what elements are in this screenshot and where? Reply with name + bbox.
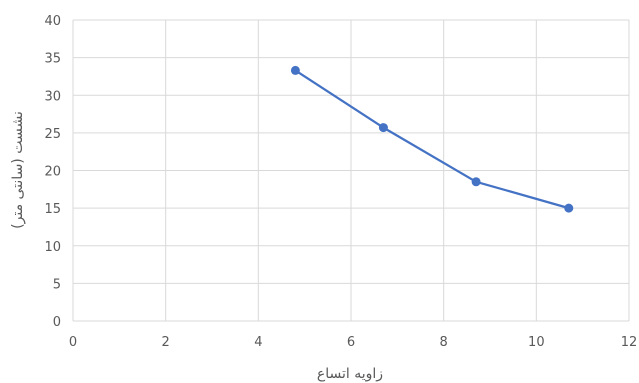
y-axis-ticks: 0 5 10 15 20 25 30 35 40 xyxy=(44,14,61,330)
data-point xyxy=(290,65,300,75)
y-tick-label: 40 xyxy=(44,14,61,29)
y-tick-label: 15 xyxy=(44,202,61,217)
x-tick-label: 12 xyxy=(621,335,638,350)
x-tick-label: 6 xyxy=(347,335,355,350)
x-tick-label: 10 xyxy=(528,335,545,350)
grid xyxy=(72,19,630,322)
data-point xyxy=(378,123,388,133)
x-tick-label: 0 xyxy=(69,335,77,350)
x-tick-label: 4 xyxy=(254,335,262,350)
y-tick-label: 35 xyxy=(44,52,61,67)
x-tick-label: 2 xyxy=(162,335,170,350)
y-tick-label: 0 xyxy=(53,315,61,330)
y-axis-label: نشست (سانتی متر) xyxy=(10,111,26,229)
series-line xyxy=(294,69,570,210)
data-point xyxy=(471,177,481,187)
series xyxy=(290,65,574,213)
y-tick-label: 5 xyxy=(53,277,61,292)
y-tick-label: 20 xyxy=(44,165,61,180)
x-axis-ticks: 0 2 4 6 8 10 12 xyxy=(69,335,637,350)
x-tick-label: 8 xyxy=(440,335,448,350)
y-tick-label: 30 xyxy=(44,89,61,104)
data-point xyxy=(564,203,574,213)
y-tick-label: 10 xyxy=(44,240,61,255)
y-tick-label: 25 xyxy=(44,127,61,142)
x-axis-label: زاویه اتساع xyxy=(317,366,383,382)
